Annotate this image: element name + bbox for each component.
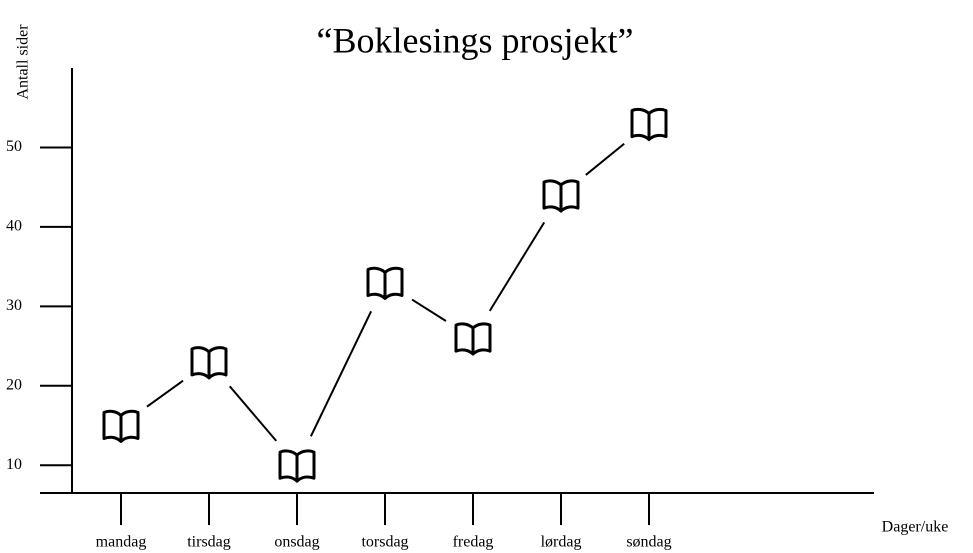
book-marker (366, 266, 404, 300)
y-tick-label: 50 (6, 138, 22, 155)
x-tick-label: onsdag (274, 534, 319, 551)
book-marker (102, 409, 140, 443)
x-tick-label: tirsdag (187, 534, 231, 551)
book-icon (542, 179, 580, 213)
y-axis-label: Antall sider (15, 24, 32, 100)
book-icon (102, 409, 140, 443)
connector (146, 379, 184, 408)
x-tick-label: mandag (96, 534, 147, 551)
x-tick-label: torsdag (361, 534, 408, 551)
x-tick-label: fredag (453, 534, 494, 551)
book-marker (454, 322, 492, 356)
book-icon (630, 107, 668, 142)
y-tick-label: 10 (6, 456, 22, 473)
connector (488, 221, 546, 312)
x-tick-label: lørdag (541, 534, 582, 551)
connector (411, 298, 447, 322)
y-tick-label: 20 (6, 376, 22, 393)
book-marker (630, 107, 668, 142)
book-icon (190, 346, 228, 380)
book-marker (190, 346, 228, 380)
connector (228, 385, 278, 442)
y-tick-label: 40 (6, 218, 22, 235)
book-marker (278, 449, 316, 483)
y-tick-label: 30 (6, 297, 22, 314)
book-icon (454, 322, 492, 356)
book-icon (366, 266, 404, 300)
book-marker (542, 179, 580, 213)
x-tick-label: søndag (626, 534, 671, 551)
x-axis-label: Dager/uke (882, 519, 949, 536)
book-icon (278, 449, 316, 483)
connector (309, 310, 373, 437)
connector (585, 143, 625, 176)
chart-title: “Boklesings prosjekt” (317, 20, 634, 60)
